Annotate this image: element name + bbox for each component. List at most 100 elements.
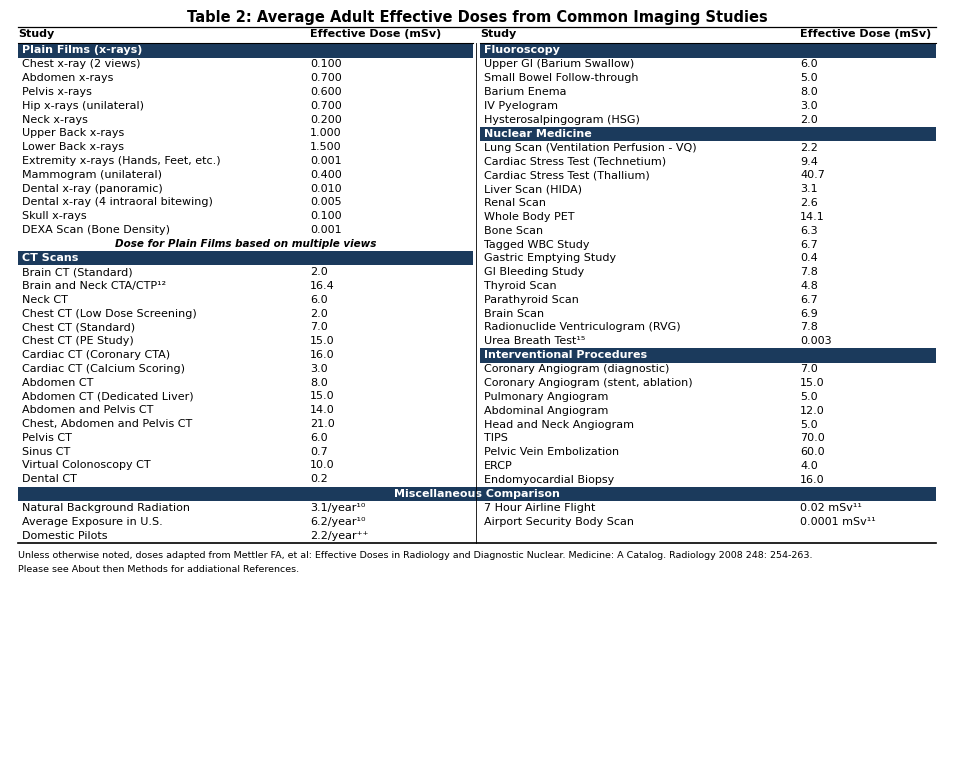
Text: Gastric Emptying Study: Gastric Emptying Study xyxy=(483,254,616,264)
Text: CT Scans: CT Scans xyxy=(22,253,78,263)
Text: Average Exposure in U.S.: Average Exposure in U.S. xyxy=(22,517,163,527)
Text: Brain Scan: Brain Scan xyxy=(483,309,543,319)
Text: Effective Dose (mSv): Effective Dose (mSv) xyxy=(310,29,441,39)
Text: 7.8: 7.8 xyxy=(800,322,817,332)
Text: Dental x-ray (4 intraoral bitewing): Dental x-ray (4 intraoral bitewing) xyxy=(22,197,213,207)
Text: Airport Security Body Scan: Airport Security Body Scan xyxy=(483,517,634,527)
Text: 7 Hour Airline Flight: 7 Hour Airline Flight xyxy=(483,503,595,513)
Text: Tagged WBC Study: Tagged WBC Study xyxy=(483,239,589,250)
Text: 4.8: 4.8 xyxy=(800,281,817,291)
Text: 6.7: 6.7 xyxy=(800,239,817,250)
Text: Sinus CT: Sinus CT xyxy=(22,446,71,457)
Text: 15.0: 15.0 xyxy=(800,378,823,388)
Text: 14.0: 14.0 xyxy=(310,405,335,415)
Text: 3.0: 3.0 xyxy=(310,364,327,374)
Text: 3.1/year¹⁰: 3.1/year¹⁰ xyxy=(310,503,365,513)
Text: 4.0: 4.0 xyxy=(800,461,817,471)
Text: 60.0: 60.0 xyxy=(800,447,823,457)
Bar xyxy=(479,127,935,141)
Text: 7.0: 7.0 xyxy=(800,364,817,374)
Text: Bone Scan: Bone Scan xyxy=(483,225,542,236)
Text: 7.8: 7.8 xyxy=(800,267,817,277)
Text: ERCP: ERCP xyxy=(483,461,512,471)
Text: 7.0: 7.0 xyxy=(310,322,328,332)
Text: Effective Dose (mSv): Effective Dose (mSv) xyxy=(800,29,930,39)
Text: 0.02 mSv¹¹: 0.02 mSv¹¹ xyxy=(800,503,861,513)
Text: Lower Back x-rays: Lower Back x-rays xyxy=(22,142,124,152)
Text: Interventional Procedures: Interventional Procedures xyxy=(483,350,646,361)
Text: 0.400: 0.400 xyxy=(310,170,341,180)
Text: Skull x-rays: Skull x-rays xyxy=(22,211,87,222)
Text: IV Pyelogram: IV Pyelogram xyxy=(483,101,558,111)
Text: 16.4: 16.4 xyxy=(310,281,335,291)
Text: Abdomen CT: Abdomen CT xyxy=(22,377,93,387)
Text: 3.0: 3.0 xyxy=(800,101,817,111)
Text: 0.0001 mSv¹¹: 0.0001 mSv¹¹ xyxy=(800,517,875,527)
Text: 6.3: 6.3 xyxy=(800,225,817,236)
Text: Chest x-ray (2 views): Chest x-ray (2 views) xyxy=(22,60,140,70)
Text: Chest, Abdomen and Pelvis CT: Chest, Abdomen and Pelvis CT xyxy=(22,419,193,429)
Text: Neck x-rays: Neck x-rays xyxy=(22,115,88,125)
Text: Head and Neck Angiogram: Head and Neck Angiogram xyxy=(483,419,634,429)
Text: 2.0: 2.0 xyxy=(310,267,328,277)
Text: Abdomen and Pelvis CT: Abdomen and Pelvis CT xyxy=(22,405,153,415)
Text: 6.7: 6.7 xyxy=(800,295,817,305)
Text: Radionuclide Ventriculogram (RVG): Radionuclide Ventriculogram (RVG) xyxy=(483,322,679,332)
Text: Hip x-rays (unilateral): Hip x-rays (unilateral) xyxy=(22,101,144,111)
Text: 16.0: 16.0 xyxy=(310,350,335,360)
Text: Liver Scan (HIDA): Liver Scan (HIDA) xyxy=(483,184,581,194)
Text: Domestic Pilots: Domestic Pilots xyxy=(22,531,108,541)
Text: 0.100: 0.100 xyxy=(310,211,341,222)
Text: 8.0: 8.0 xyxy=(310,377,328,387)
Text: Dental x-ray (panoramic): Dental x-ray (panoramic) xyxy=(22,183,163,193)
Text: Study: Study xyxy=(479,29,516,39)
Text: Lung Scan (Ventilation Perfusion - VQ): Lung Scan (Ventilation Perfusion - VQ) xyxy=(483,143,696,153)
Text: Dental CT: Dental CT xyxy=(22,474,77,484)
Text: Neck CT: Neck CT xyxy=(22,295,68,305)
Text: 40.7: 40.7 xyxy=(800,170,824,180)
Text: 15.0: 15.0 xyxy=(310,336,335,346)
Text: Renal Scan: Renal Scan xyxy=(483,198,545,208)
Text: Thyroid Scan: Thyroid Scan xyxy=(483,281,556,291)
Text: 6.9: 6.9 xyxy=(800,309,817,319)
Text: Please see About then Methods for addiational References.: Please see About then Methods for addiat… xyxy=(18,565,299,574)
Text: DEXA Scan (Bone Density): DEXA Scan (Bone Density) xyxy=(22,225,170,235)
Text: Whole Body PET: Whole Body PET xyxy=(483,212,574,222)
Text: Upper GI (Barium Swallow): Upper GI (Barium Swallow) xyxy=(483,60,634,70)
Text: Pelvic Vein Embolization: Pelvic Vein Embolization xyxy=(483,447,618,457)
Text: 2.2/year⁺⁺: 2.2/year⁺⁺ xyxy=(310,531,368,541)
Text: 1.000: 1.000 xyxy=(310,128,341,138)
Text: 10.0: 10.0 xyxy=(310,460,335,471)
Text: 2.2: 2.2 xyxy=(800,143,817,153)
Text: Study: Study xyxy=(18,29,54,39)
Text: 6.0: 6.0 xyxy=(310,432,327,442)
Text: Table 2: Average Adult Effective Doses from Common Imaging Studies: Table 2: Average Adult Effective Doses f… xyxy=(187,10,766,25)
Text: Chest CT (Standard): Chest CT (Standard) xyxy=(22,322,135,332)
Text: Endomyocardial Biopsy: Endomyocardial Biopsy xyxy=(483,474,614,485)
Text: 5.0: 5.0 xyxy=(800,73,817,83)
Text: Miscellaneous Comparison: Miscellaneous Comparison xyxy=(394,489,559,499)
Text: Dose for Plain Films based on multiple views: Dose for Plain Films based on multiple v… xyxy=(114,239,375,249)
Text: Coronary Angiogram (diagnostic): Coronary Angiogram (diagnostic) xyxy=(483,364,669,374)
Text: Barium Enema: Barium Enema xyxy=(483,87,566,97)
Text: Brain CT (Standard): Brain CT (Standard) xyxy=(22,267,132,277)
Text: 0.600: 0.600 xyxy=(310,87,341,97)
Text: 6.2/year¹⁰: 6.2/year¹⁰ xyxy=(310,517,365,527)
Text: Small Bowel Follow-through: Small Bowel Follow-through xyxy=(483,73,638,83)
Text: 0.200: 0.200 xyxy=(310,115,341,125)
Text: Abdomen x-rays: Abdomen x-rays xyxy=(22,73,113,83)
Text: Chest CT (PE Study): Chest CT (PE Study) xyxy=(22,336,133,346)
Text: 0.001: 0.001 xyxy=(310,156,341,166)
Text: 9.4: 9.4 xyxy=(800,157,817,167)
Text: Pelvis CT: Pelvis CT xyxy=(22,432,71,442)
Text: Upper Back x-rays: Upper Back x-rays xyxy=(22,128,124,138)
Text: Cardiac CT (Coronary CTA): Cardiac CT (Coronary CTA) xyxy=(22,350,170,360)
Text: 0.100: 0.100 xyxy=(310,60,341,70)
Bar xyxy=(18,487,935,501)
Text: Pulmonary Angiogram: Pulmonary Angiogram xyxy=(483,392,608,402)
Text: Brain and Neck CTA/CTP¹²: Brain and Neck CTA/CTP¹² xyxy=(22,281,166,291)
Text: 5.0: 5.0 xyxy=(800,419,817,429)
Text: Abdomen CT (Dedicated Liver): Abdomen CT (Dedicated Liver) xyxy=(22,391,193,401)
Text: Parathyroid Scan: Parathyroid Scan xyxy=(483,295,578,305)
Text: 0.2: 0.2 xyxy=(310,474,328,484)
